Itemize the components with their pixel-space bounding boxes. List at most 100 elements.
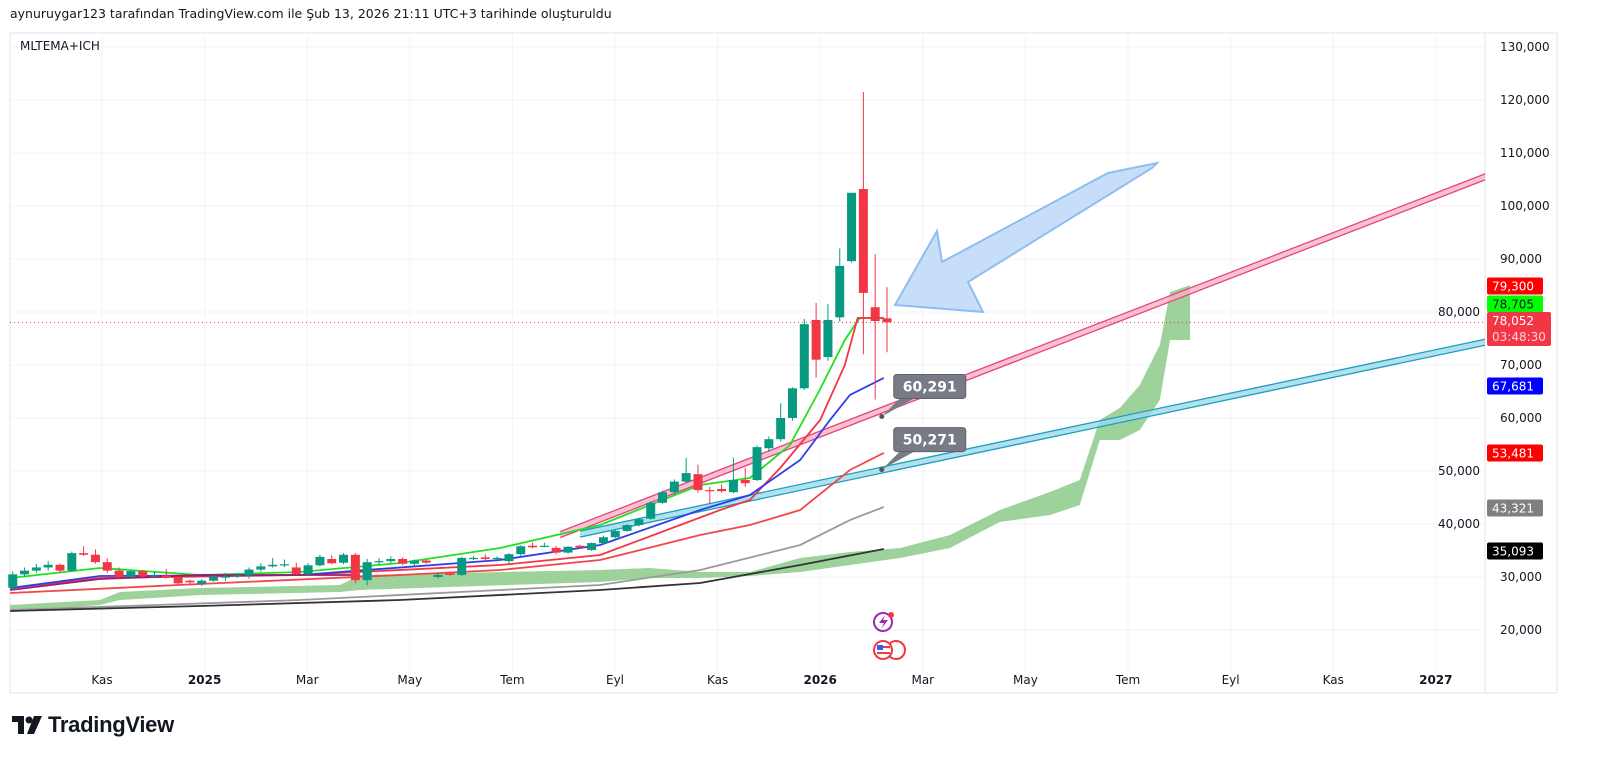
ema-line	[10, 506, 885, 611]
candle-body	[669, 481, 679, 493]
candle-body	[563, 546, 573, 553]
events-icon[interactable]	[873, 612, 894, 632]
price-label-value: 43,321	[1492, 502, 1534, 516]
us-flag-events-icon[interactable]	[873, 640, 906, 660]
x-tick-label: Kas	[707, 673, 728, 687]
price-label-value: 67,681	[1492, 380, 1534, 394]
candle-body	[279, 564, 289, 566]
candle-body	[161, 575, 171, 578]
x-tick-label: 2025	[188, 673, 221, 687]
y-tick-label: 20,000	[1500, 623, 1542, 637]
x-tick-label: Kas	[91, 673, 112, 687]
candle-body	[327, 558, 337, 564]
candle-body	[374, 561, 384, 563]
candle-body	[31, 567, 41, 571]
candle-body	[776, 418, 786, 440]
trendlines[interactable]	[559, 173, 1486, 539]
y-tick-label: 50,000	[1438, 464, 1480, 478]
price-label-value: 78,052	[1492, 314, 1534, 328]
trendline-band	[580, 339, 1486, 538]
x-tick-label: Eyl	[606, 673, 624, 687]
chart-frame	[9, 32, 1558, 694]
y-tick-label: 100,000	[1500, 199, 1550, 213]
callout-pointer	[881, 396, 918, 417]
candle-body	[421, 560, 431, 563]
y-tick-label: 130,000	[1500, 40, 1550, 54]
candle-body	[598, 537, 608, 544]
x-tick-label: Mar	[296, 673, 319, 687]
candles	[8, 92, 892, 591]
x-tick-label: May	[1013, 673, 1038, 687]
candle-body	[528, 545, 538, 548]
candle-body	[409, 560, 419, 564]
candle-body	[256, 566, 266, 570]
callout-pointer	[881, 449, 918, 470]
trendline[interactable]	[579, 338, 1486, 532]
candle-body	[870, 307, 880, 322]
candle-body	[646, 502, 656, 519]
candle-body	[244, 569, 254, 576]
price-label-bg	[1487, 444, 1543, 462]
candle-body	[705, 490, 715, 492]
ichimoku-cloud	[10, 285, 1191, 612]
candle-body	[209, 577, 219, 581]
candle-body	[232, 575, 242, 577]
trendline[interactable]	[559, 179, 1486, 539]
candle-body	[126, 571, 136, 577]
candle-body	[516, 546, 526, 555]
candle-body	[43, 564, 53, 568]
candle-body	[587, 543, 597, 550]
candle-body	[740, 480, 750, 484]
trendline[interactable]	[579, 344, 1486, 538]
tradingview-logo-icon	[12, 716, 42, 734]
candle-body	[681, 473, 691, 482]
time-axis[interactable]: Kas 2025 Mar May Tem Eyl Kas 2026 Mar May Tem Eyl Ka…	[91, 673, 1452, 687]
price-countdown: 03:48:30	[1492, 330, 1546, 344]
price-label-bg	[1487, 542, 1543, 560]
candle-body	[268, 564, 278, 567]
tradingview-logo[interactable]: TradingView	[12, 712, 174, 738]
tradingview-logo-text: TradingView	[48, 712, 174, 737]
annotation-arrow[interactable]	[893, 161, 1161, 314]
candle-body	[799, 324, 809, 389]
candle-body	[504, 554, 514, 562]
x-tick-label: Eyl	[1222, 673, 1240, 687]
callout-value: 60,291	[903, 379, 957, 395]
ema-line	[10, 452, 885, 594]
price-label-value: 53,481	[1492, 447, 1534, 461]
price-label-bg	[1487, 377, 1543, 395]
price-axis[interactable]: 20,000 30,000 40,000 50,000 60,000 70,000 80,0…	[1438, 40, 1550, 637]
ema-line	[10, 574, 361, 591]
callout-box	[893, 373, 967, 399]
price-callouts[interactable]: 60,291 50,271	[879, 373, 967, 473]
x-tick-label: May	[397, 673, 422, 687]
price-label-bg	[1487, 499, 1543, 517]
candle-body	[539, 545, 549, 547]
trendline[interactable]	[559, 173, 1486, 533]
candle-body	[551, 547, 561, 553]
candle-body	[634, 519, 644, 526]
candle-body	[197, 580, 207, 584]
candle-body	[67, 553, 77, 571]
price-label-bg	[1487, 312, 1551, 346]
candle-body	[480, 557, 490, 559]
candle-body	[622, 525, 632, 531]
price-label-bg	[1487, 295, 1543, 313]
candle-body	[350, 554, 360, 581]
trendline-band	[560, 173, 1486, 538]
candle-body	[468, 557, 478, 560]
price-label-value: 78,705	[1492, 298, 1534, 312]
indicator-title[interactable]: MLTEMA+ICH	[20, 39, 100, 53]
candle-body	[185, 580, 195, 583]
candle-body	[55, 564, 65, 571]
candle-body	[79, 553, 89, 555]
candle-body	[457, 557, 467, 575]
candle-body	[835, 265, 845, 318]
candle-body	[445, 573, 455, 575]
candle-body	[575, 545, 585, 548]
candle-body	[315, 556, 325, 566]
candle-body	[728, 480, 738, 493]
x-tick-label: 2027	[1419, 673, 1452, 687]
x-tick-label: 2026	[803, 673, 836, 687]
